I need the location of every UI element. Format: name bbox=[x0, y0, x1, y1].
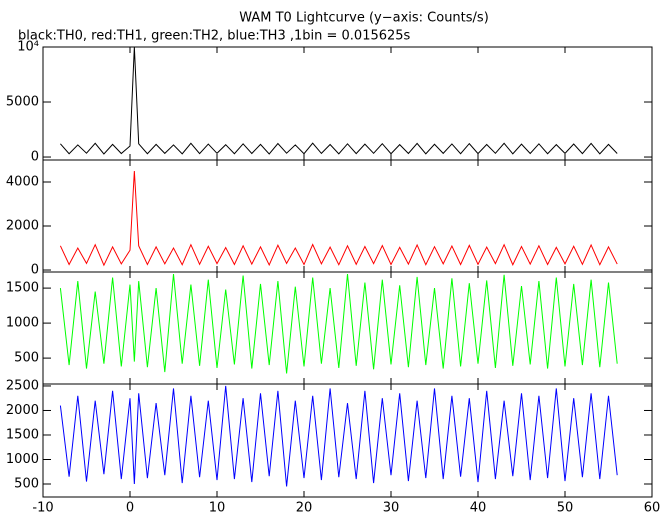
y-tick-label: 500 bbox=[14, 477, 39, 492]
y-tick-label: 4000 bbox=[6, 175, 39, 190]
y-tick-label: 2000 bbox=[6, 219, 39, 234]
x-tick-label: 50 bbox=[557, 501, 574, 515]
x-tick-label: 40 bbox=[470, 501, 487, 515]
x-tick-label: -10 bbox=[32, 501, 53, 515]
y-tick-label: 1000 bbox=[6, 316, 39, 331]
y-tick-label: 0 bbox=[31, 263, 39, 278]
data-line bbox=[59, 385, 618, 487]
data-line bbox=[59, 274, 618, 374]
y-tick-label: 2000 bbox=[6, 403, 39, 418]
chart-subtitle: black:TH0, red:TH1, green:TH2, blue:TH3 … bbox=[18, 29, 411, 44]
data-line bbox=[59, 170, 618, 267]
y-tick-label: 1500 bbox=[6, 281, 39, 296]
y-tick-label: 1500 bbox=[6, 427, 39, 442]
y-tick-label: 2500 bbox=[6, 378, 39, 393]
x-tick-label: 60 bbox=[644, 501, 661, 515]
panel-frame bbox=[42, 383, 653, 498]
y-tick-label: 5000 bbox=[6, 95, 39, 110]
x-tick-label: 30 bbox=[383, 501, 400, 515]
y-tick-label: 10⁴ bbox=[17, 40, 39, 55]
y-tick-label: 0 bbox=[31, 150, 39, 165]
x-tick-label: 0 bbox=[126, 501, 134, 515]
y-tick-label: 500 bbox=[14, 351, 39, 366]
chart-title: WAM T0 Lightcurve (y−axis: Counts/s) bbox=[239, 11, 489, 26]
y-tick-label: 1000 bbox=[6, 452, 39, 467]
x-tick-label: 20 bbox=[296, 501, 313, 515]
data-line bbox=[60, 46, 618, 155]
x-tick-label: 10 bbox=[209, 501, 226, 515]
